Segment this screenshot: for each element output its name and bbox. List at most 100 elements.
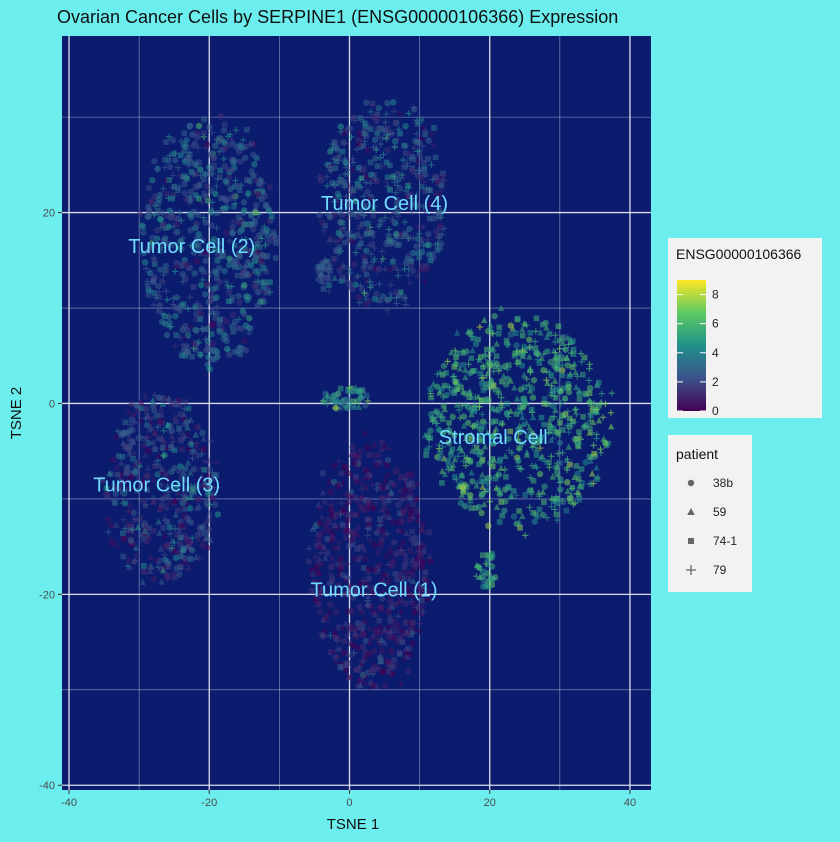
data-point xyxy=(205,526,213,533)
data-point xyxy=(567,335,574,343)
data-point xyxy=(153,227,161,234)
data-point xyxy=(327,571,335,578)
data-point xyxy=(366,638,373,645)
data-point xyxy=(113,432,120,440)
data-point xyxy=(585,377,593,384)
data-point xyxy=(167,443,175,450)
data-point xyxy=(337,128,345,135)
shape-legend-box xyxy=(668,435,752,592)
data-point xyxy=(402,618,409,625)
data-point xyxy=(346,625,353,631)
data-point xyxy=(556,486,564,493)
data-point xyxy=(410,156,417,163)
data-point xyxy=(171,464,178,472)
data-point xyxy=(479,411,486,418)
data-point xyxy=(564,487,571,494)
data-point xyxy=(142,501,149,509)
data-point xyxy=(528,490,535,498)
data-point xyxy=(340,397,348,404)
data-point xyxy=(530,510,536,516)
data-point xyxy=(587,417,594,425)
data-point xyxy=(571,436,579,443)
data-point xyxy=(318,549,325,556)
data-point xyxy=(365,521,372,528)
data-point xyxy=(340,224,348,232)
data-point xyxy=(331,212,338,218)
data-point xyxy=(362,204,369,211)
data-point xyxy=(552,332,559,339)
data-point xyxy=(140,536,147,543)
data-point xyxy=(263,289,269,296)
data-point xyxy=(472,341,480,348)
data-point xyxy=(428,394,434,401)
data-point xyxy=(138,513,145,521)
data-point xyxy=(350,211,357,217)
data-point xyxy=(539,488,547,495)
data-point xyxy=(237,345,244,352)
data-point xyxy=(422,131,429,138)
data-point xyxy=(406,279,413,286)
data-point xyxy=(127,537,135,544)
data-point xyxy=(143,265,150,272)
data-point xyxy=(267,279,273,285)
data-point xyxy=(175,526,183,534)
data-point xyxy=(162,267,169,274)
data-point xyxy=(526,504,533,511)
data-point xyxy=(536,506,543,513)
data-point xyxy=(473,573,480,580)
data-point xyxy=(379,439,385,446)
data-points xyxy=(99,99,615,690)
data-point xyxy=(213,269,220,277)
data-point xyxy=(513,395,521,402)
data-point xyxy=(179,341,186,349)
data-point xyxy=(364,473,372,481)
data-point xyxy=(214,238,222,246)
data-point xyxy=(517,403,523,410)
data-point xyxy=(427,411,435,418)
data-point xyxy=(503,409,511,417)
data-point xyxy=(192,184,199,191)
data-point xyxy=(345,510,352,518)
data-point xyxy=(409,528,415,535)
data-point xyxy=(224,141,231,148)
data-point xyxy=(566,415,573,422)
data-point xyxy=(246,315,253,322)
data-point xyxy=(439,443,446,451)
data-point xyxy=(424,595,431,602)
data-point xyxy=(241,281,248,289)
data-point xyxy=(337,385,344,392)
data-point xyxy=(477,432,483,439)
data-point xyxy=(487,321,494,328)
data-point xyxy=(398,492,405,500)
data-point xyxy=(262,242,269,249)
data-point xyxy=(371,610,379,618)
data-point xyxy=(382,553,390,561)
data-point xyxy=(363,467,370,474)
data-point xyxy=(193,220,200,228)
data-point xyxy=(575,476,582,482)
data-point xyxy=(436,221,444,228)
data-point xyxy=(554,357,561,365)
data-point xyxy=(366,196,373,203)
data-point xyxy=(502,452,509,460)
data-point xyxy=(364,516,371,523)
y-tick-label: 0 xyxy=(49,398,55,410)
data-point xyxy=(208,129,216,136)
data-point xyxy=(374,129,381,137)
data-point xyxy=(361,617,368,624)
data-point xyxy=(196,159,202,165)
data-point xyxy=(128,401,135,408)
color-legend-title: ENSG00000106366 xyxy=(676,246,802,262)
data-point xyxy=(345,498,353,505)
data-point xyxy=(199,276,206,284)
data-point xyxy=(238,244,245,252)
data-point xyxy=(567,420,575,427)
data-point xyxy=(572,405,580,413)
data-point xyxy=(320,286,327,292)
data-point xyxy=(437,214,445,221)
data-point xyxy=(223,204,230,211)
data-point xyxy=(195,231,202,238)
data-point xyxy=(362,649,368,655)
data-point xyxy=(175,305,181,311)
data-point xyxy=(381,500,388,506)
